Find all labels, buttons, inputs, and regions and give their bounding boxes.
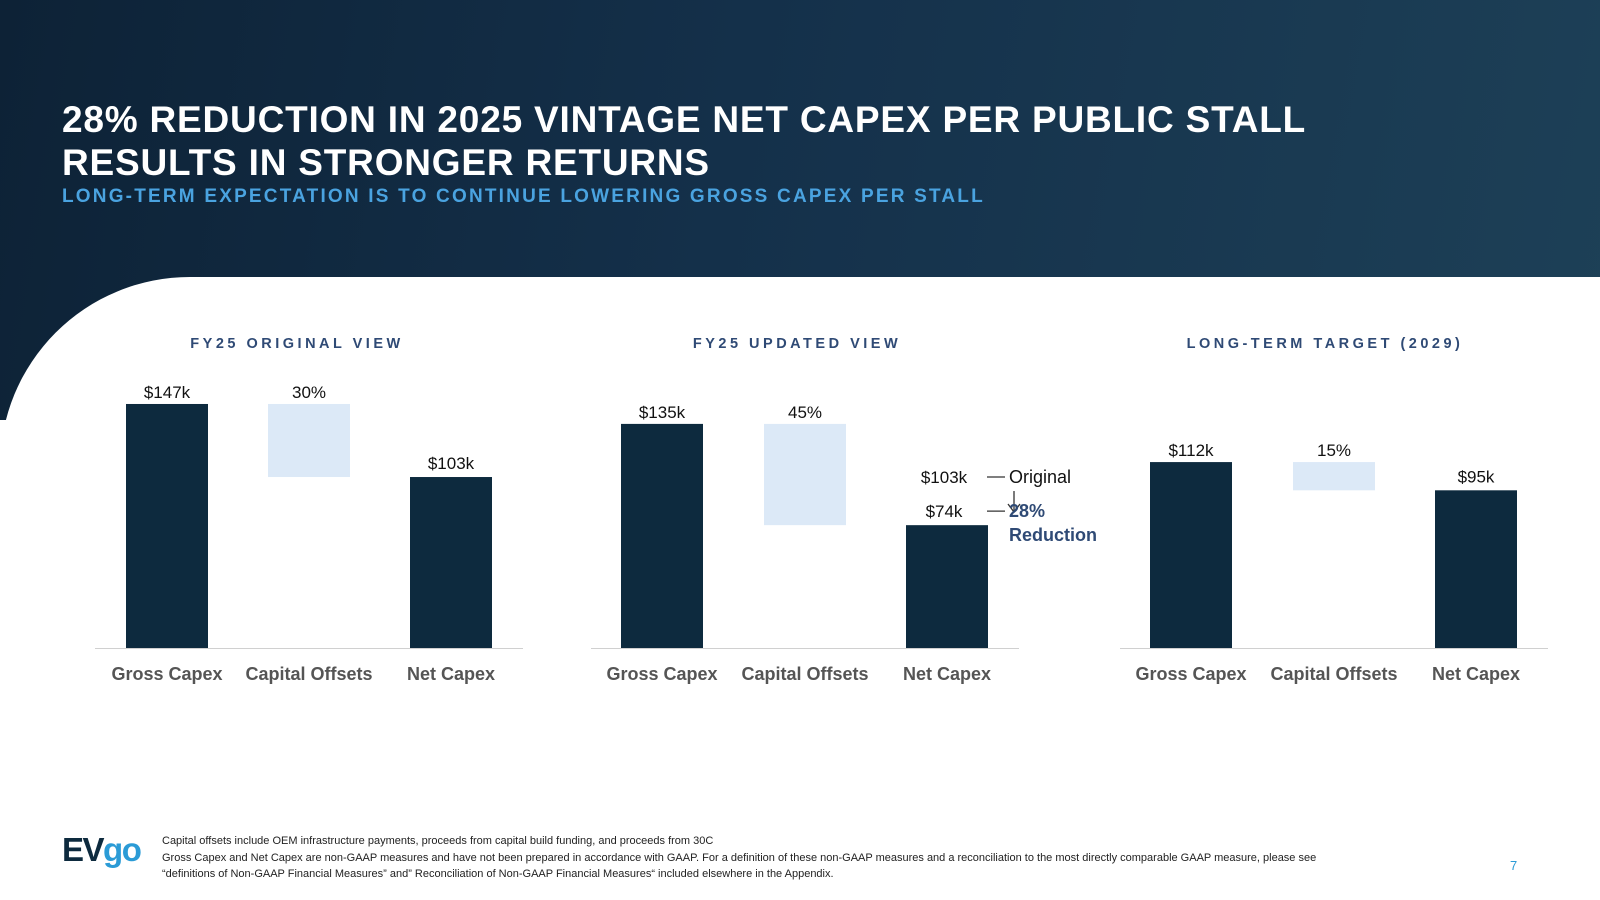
- annotation-reduction-percent: 28%: [1009, 501, 1045, 521]
- data-label: 45%: [788, 403, 822, 422]
- page-number: 7: [1510, 858, 1518, 873]
- bar-gross-capex: [126, 403, 208, 648]
- bar-net-capex: [906, 525, 988, 648]
- category-label: Gross Capex: [111, 664, 222, 684]
- page-title: 28% REDUCTION IN 2025 VINTAGE NET CAPEX …: [62, 98, 1462, 184]
- footnote-non-gaap-definitions: “definitions of Non-GAAP Financial Measu…: [162, 868, 834, 880]
- content-panel: [0, 277, 1600, 900]
- data-label: $112k: [1168, 441, 1214, 460]
- page-title-line-2: RESULTS IN STRONGER RETURNS: [62, 142, 710, 183]
- bar-capital-offsets: [268, 403, 350, 478]
- category-label: Gross Capex: [1135, 664, 1246, 684]
- category-label: Capital Offsets: [1270, 664, 1397, 684]
- logo-ev: EV: [62, 831, 105, 868]
- bar-net-capex: [1435, 490, 1517, 648]
- chart-title-original: FY25 ORIGINAL VIEW: [190, 336, 404, 352]
- category-label: Net Capex: [407, 664, 495, 684]
- annotation-original-value: $103k: [921, 468, 968, 487]
- page-subtitle: LONG-TERM EXPECTATION IS TO CONTINUE LOW…: [62, 186, 985, 207]
- annotation-original-label: Original: [1009, 467, 1071, 487]
- annotation-arrow-head: [1007, 503, 1021, 514]
- bar-capital-offsets: [1293, 462, 1375, 491]
- category-label: Capital Offsets: [741, 664, 868, 684]
- bar-net-capex: [410, 477, 492, 648]
- data-label: $135k: [639, 403, 686, 422]
- category-label: Net Capex: [1432, 664, 1520, 684]
- data-label: $103k: [428, 454, 475, 473]
- evgo-logo: EVgo: [62, 831, 142, 868]
- data-label: $74k: [926, 502, 963, 521]
- chart-title-updated: FY25 UPDATED VIEW: [692, 336, 902, 352]
- data-label: 30%: [292, 383, 326, 402]
- data-label: $147k: [144, 383, 191, 402]
- page-title-line-1: 28% REDUCTION IN 2025 VINTAGE NET CAPEX …: [62, 99, 1307, 140]
- data-label: $95k: [1458, 467, 1495, 486]
- footnote-capital-offsets: Capital offsets include OEM infrastructu…: [162, 835, 714, 847]
- logo-go: go: [103, 831, 142, 868]
- category-label: Gross Capex: [606, 664, 717, 684]
- chart-title-target: LONG-TERM TARGET (2029): [1186, 336, 1464, 352]
- category-label: Net Capex: [903, 664, 991, 684]
- category-label: Capital Offsets: [245, 664, 372, 684]
- annotation-reduction-text: Reduction: [1009, 525, 1097, 545]
- bar-gross-capex: [1150, 462, 1232, 648]
- bar-gross-capex: [621, 423, 703, 648]
- bar-capital-offsets: [764, 423, 846, 526]
- data-label: 15%: [1317, 441, 1351, 460]
- footnote-non-gaap: Gross Capex and Net Capex are non-GAAP m…: [162, 852, 1317, 864]
